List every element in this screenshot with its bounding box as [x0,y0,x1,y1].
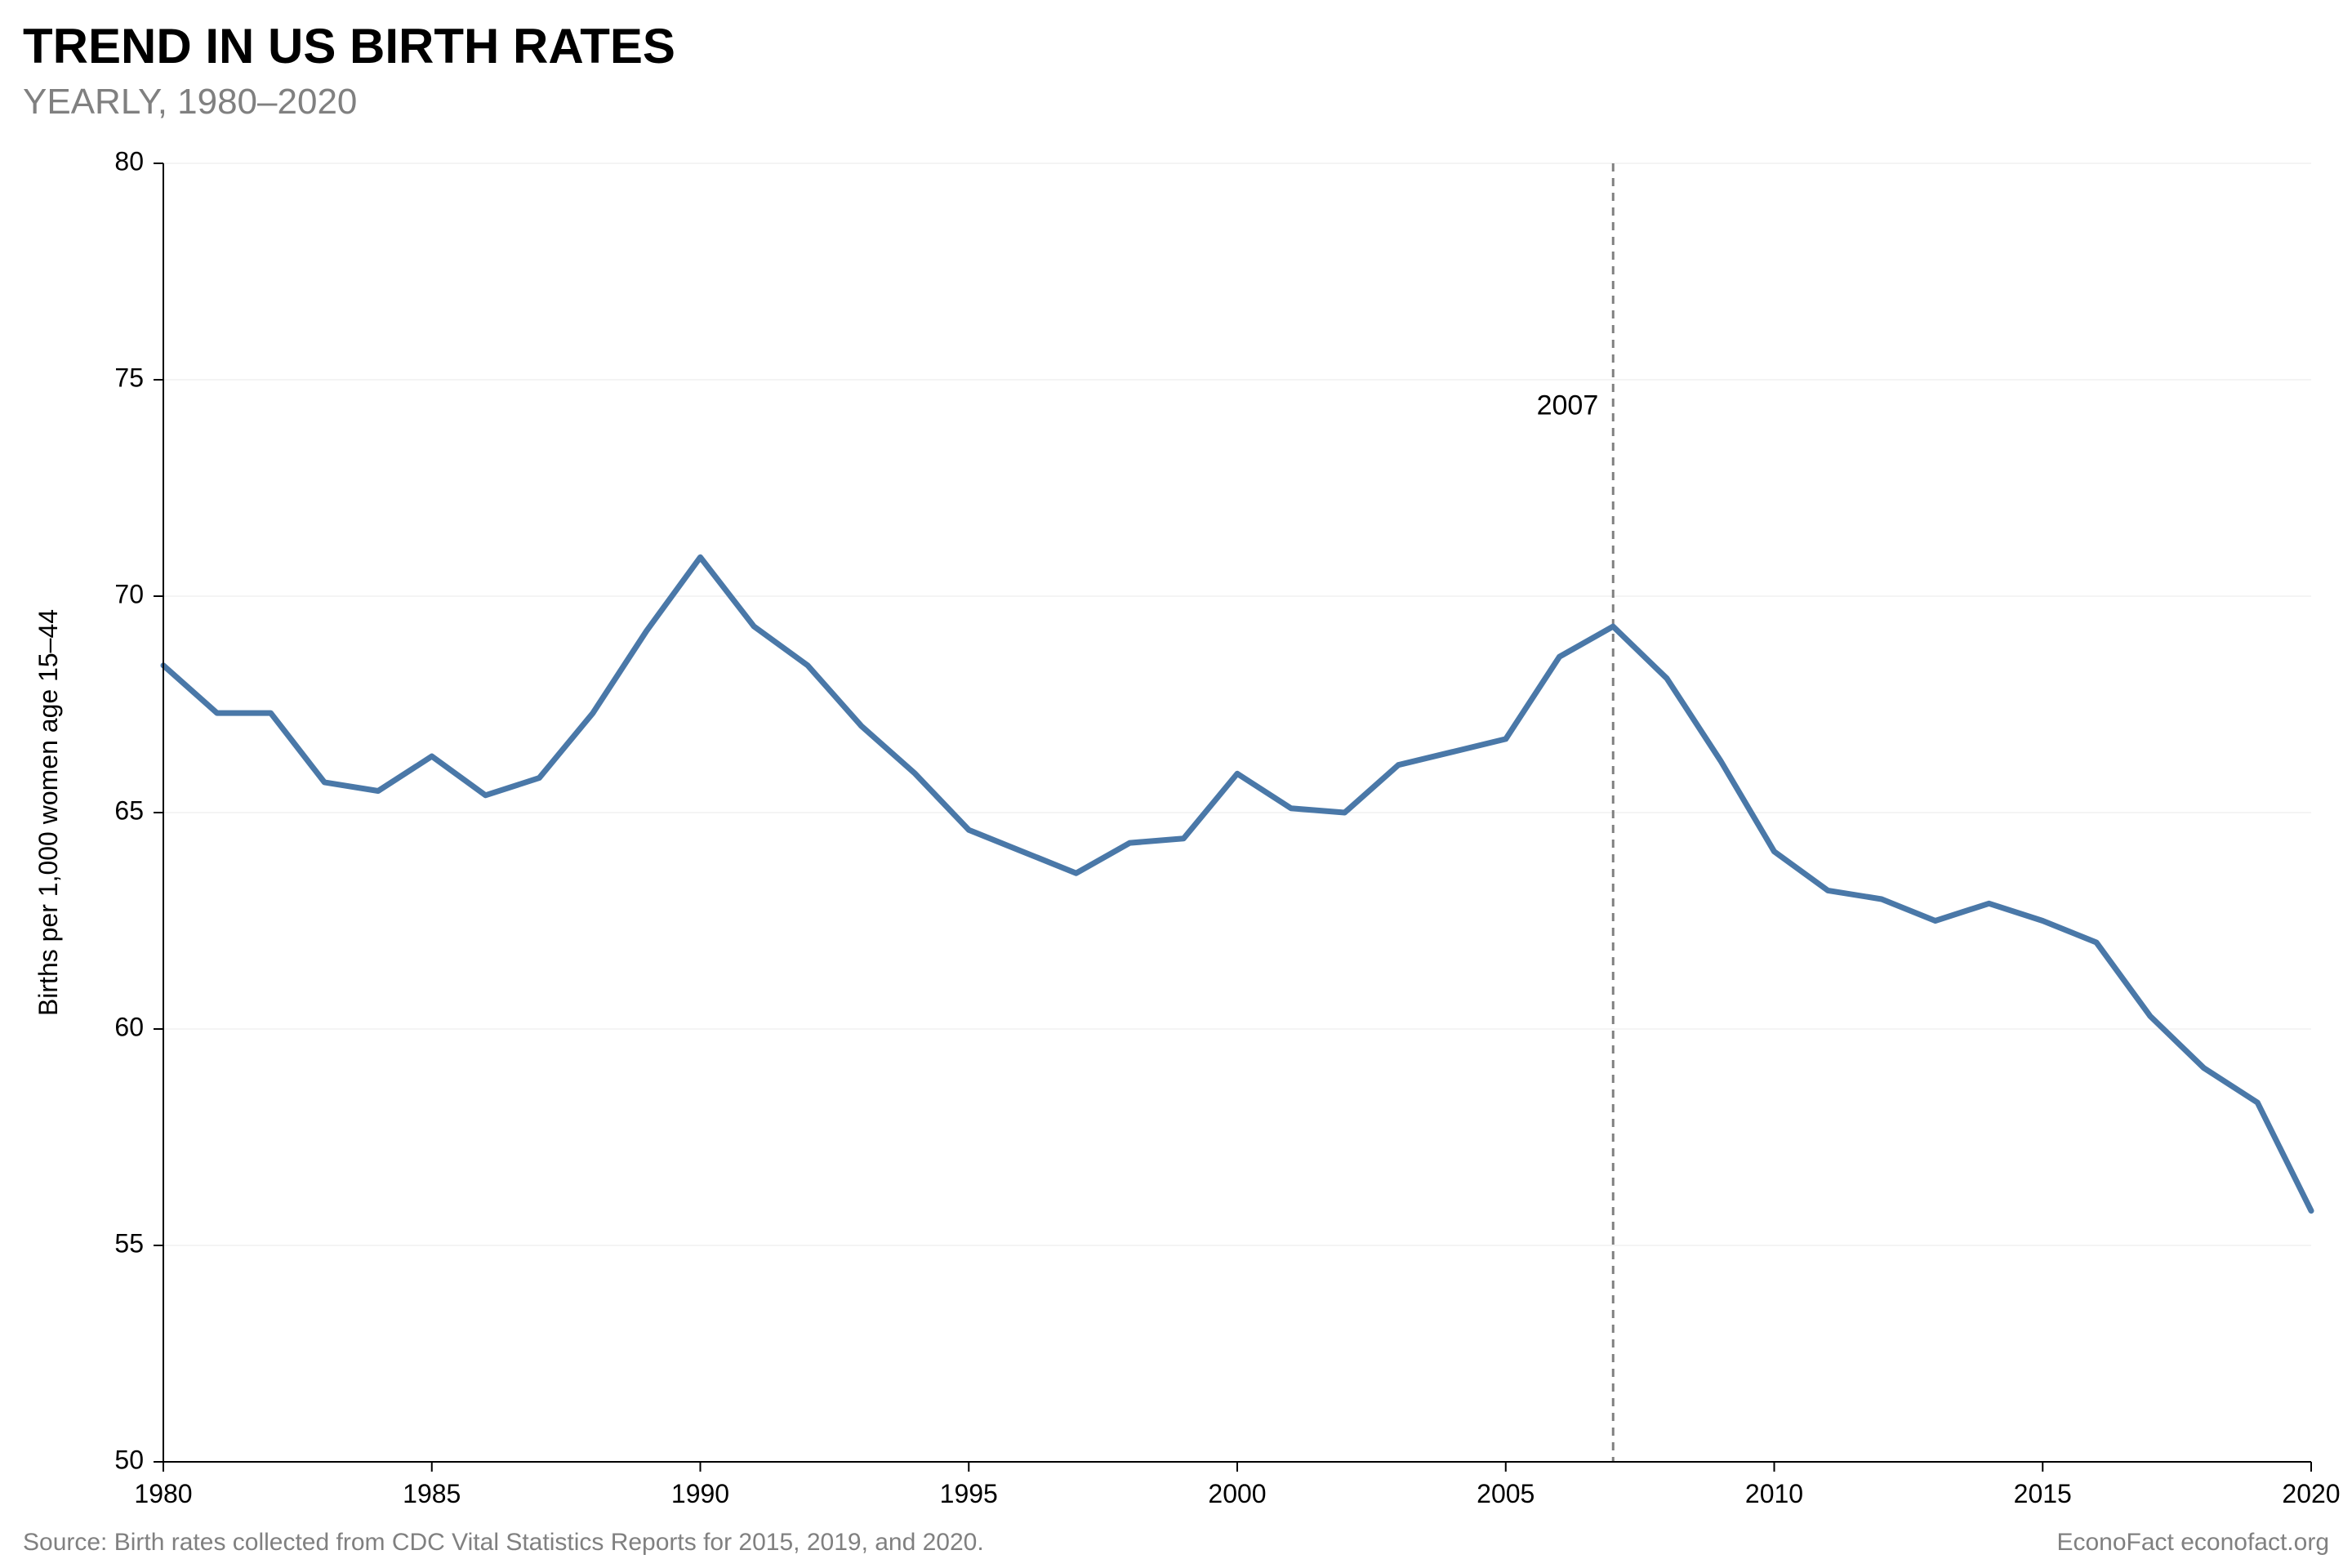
svg-text:80: 80 [114,146,144,176]
svg-text:75: 75 [114,363,144,392]
svg-text:1990: 1990 [671,1479,729,1508]
svg-text:1980: 1980 [134,1479,192,1508]
line-chart: 2007 50 55 60 65 70 75 80 1980 1985 1990 1995 2000 20… [0,0,2352,1568]
svg-text:2015: 2015 [2014,1479,2072,1508]
svg-text:2000: 2000 [1208,1479,1266,1508]
svg-text:2020: 2020 [2282,1479,2340,1508]
svg-text:60: 60 [114,1012,144,1041]
svg-text:2010: 2010 [1745,1479,1803,1508]
svg-text:50: 50 [114,1445,144,1474]
svg-text:1995: 1995 [940,1479,998,1508]
svg-text:1985: 1985 [403,1479,461,1508]
svg-text:65: 65 [114,795,144,825]
svg-text:2007: 2007 [1537,390,1599,421]
svg-text:2005: 2005 [1477,1479,1535,1508]
svg-text:Births per 1,000 women age 15–: Births per 1,000 women age 15–44 [33,609,63,1016]
svg-text:55: 55 [114,1228,144,1258]
svg-text:70: 70 [114,579,144,608]
